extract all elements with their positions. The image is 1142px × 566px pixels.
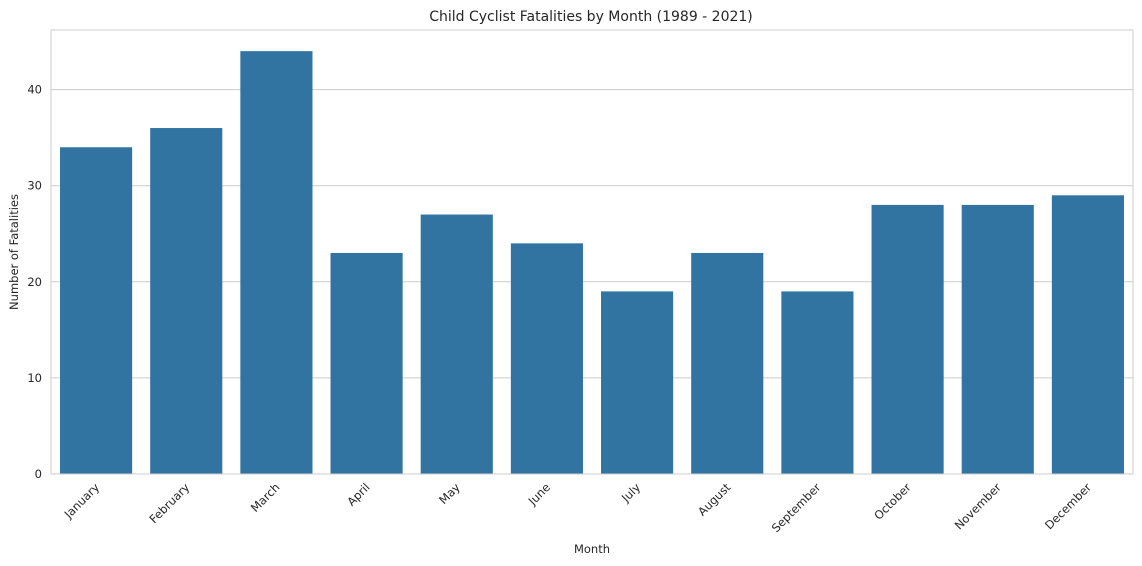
- x-tick-label: February: [146, 480, 192, 526]
- y-tick-label: 0: [35, 467, 42, 481]
- bar-june: [510, 243, 583, 474]
- x-axis-label: Month: [574, 542, 610, 556]
- y-tick-label: 20: [27, 275, 42, 289]
- bar-october: [871, 204, 944, 474]
- y-tick-label: 10: [27, 371, 42, 385]
- bar-july: [601, 291, 674, 474]
- x-tick-label: July: [618, 480, 643, 505]
- y-tick-label: 30: [27, 179, 42, 193]
- x-tick-label: November: [952, 480, 1004, 532]
- y-axis-label: Number of Fatalities: [7, 194, 21, 310]
- x-tick-label: September: [769, 480, 824, 535]
- bar-september: [781, 291, 854, 474]
- x-tick-label: December: [1042, 480, 1094, 532]
- bar-may: [420, 214, 493, 475]
- bars: [60, 51, 1124, 475]
- x-tick-label: January: [61, 480, 103, 522]
- y-axis-ticks: 0 10 20 30 40: [27, 83, 42, 481]
- x-axis-ticks: January February March April May June July Augu…: [61, 480, 1094, 535]
- x-tick-label: August: [695, 480, 734, 519]
- x-tick-label: October: [871, 480, 914, 523]
- x-tick-label: March: [248, 480, 283, 515]
- bar-january: [60, 147, 133, 474]
- bar-november: [961, 204, 1034, 474]
- bar-december: [1051, 195, 1124, 474]
- x-tick-label: June: [525, 480, 553, 508]
- y-tick-label: 40: [27, 83, 42, 97]
- chart-title: Child Cyclist Fatalities by Month (1989 …: [429, 9, 753, 25]
- x-tick-label: April: [344, 480, 372, 508]
- plot-frame: [50, 29, 1134, 475]
- bar-april: [330, 252, 403, 474]
- bar-february: [150, 128, 223, 474]
- x-tick-label: May: [436, 480, 463, 507]
- bar-march: [240, 51, 313, 475]
- bar-august: [691, 252, 764, 474]
